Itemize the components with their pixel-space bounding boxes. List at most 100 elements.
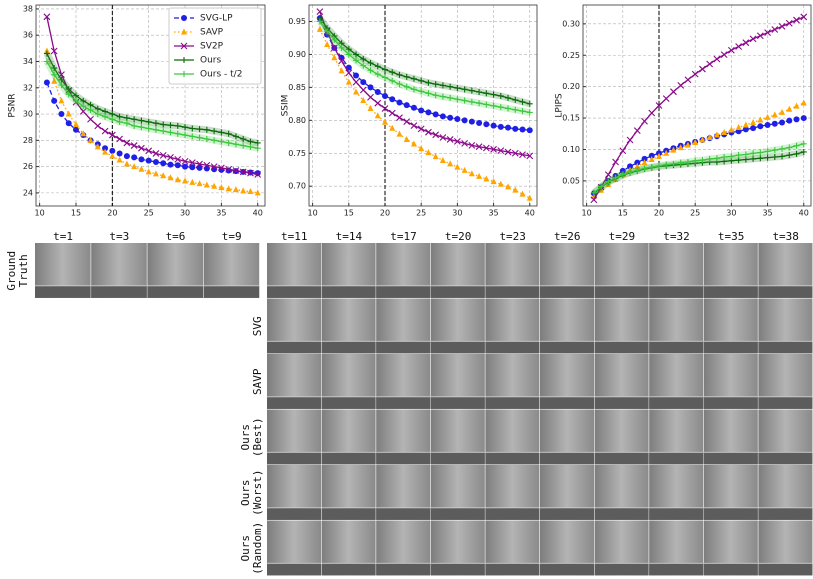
row-label: Ours(Worst) <box>239 470 264 516</box>
marker <box>432 131 440 139</box>
marker <box>58 111 65 118</box>
marker <box>648 152 655 159</box>
marker <box>519 151 526 158</box>
marker <box>102 145 109 152</box>
marker <box>196 134 203 141</box>
frame-floor <box>758 341 813 354</box>
marker <box>793 16 800 24</box>
frame-floor <box>540 563 594 576</box>
x-tick-label: 10 <box>582 209 592 218</box>
plot-frame <box>582 4 812 207</box>
marker <box>519 126 526 133</box>
marker <box>713 131 720 138</box>
marker <box>604 171 612 178</box>
marker <box>338 57 345 65</box>
marker <box>482 144 490 152</box>
marker <box>505 105 512 112</box>
x-tick-label: 15 <box>71 209 81 218</box>
x-tick-label: 30 <box>180 209 190 218</box>
frame-floor <box>485 452 540 465</box>
frame-floor <box>540 507 594 520</box>
marker <box>490 102 497 109</box>
marker <box>757 149 764 156</box>
column-label: t=6 <box>166 230 186 243</box>
frame-floor <box>594 396 649 409</box>
marker <box>432 81 439 88</box>
frame-floor <box>703 285 758 298</box>
marker <box>174 176 181 183</box>
marker <box>677 144 684 151</box>
marker <box>692 157 699 164</box>
marker <box>641 165 648 172</box>
marker <box>367 84 374 91</box>
row-label: SVG <box>251 316 264 336</box>
marker <box>232 133 239 140</box>
x-tick-label: 10 <box>308 209 318 218</box>
frame-floor <box>758 396 813 409</box>
frame-floor <box>321 563 376 576</box>
marker <box>461 86 468 93</box>
y-tick-label: 34 <box>23 57 33 66</box>
marker <box>483 121 490 128</box>
marker <box>374 99 382 107</box>
frame-floor <box>703 452 758 465</box>
marker <box>771 147 778 154</box>
marker <box>490 178 497 185</box>
marker <box>367 104 374 111</box>
frame-floor <box>594 507 649 520</box>
marker <box>612 174 619 181</box>
marker <box>247 169 254 177</box>
y-tick-label: 0.90 <box>288 50 306 59</box>
y-tick-label: 0.85 <box>288 83 306 92</box>
frame-floor <box>594 341 649 354</box>
marker <box>764 121 771 128</box>
x-tick-label: 15 <box>344 209 354 218</box>
marker <box>793 150 800 157</box>
frame-floor <box>649 396 704 409</box>
marker <box>418 107 425 114</box>
marker <box>330 44 338 52</box>
marker <box>374 112 381 119</box>
marker <box>786 144 793 151</box>
marker <box>43 13 51 21</box>
marker <box>94 111 101 118</box>
marker <box>670 88 677 96</box>
frame-floor <box>267 285 321 298</box>
x-tick-label: 20 <box>380 209 390 218</box>
marker <box>247 143 254 150</box>
marker <box>87 115 94 123</box>
frame-floor <box>649 563 704 576</box>
marker <box>418 145 425 152</box>
marker <box>662 95 670 102</box>
column-label: t=14 <box>336 230 363 243</box>
marker <box>706 155 713 162</box>
marker <box>218 129 225 136</box>
marker <box>232 141 239 148</box>
marker <box>58 97 65 104</box>
marker <box>79 108 87 115</box>
marker <box>51 77 58 84</box>
marker <box>800 148 807 155</box>
marker <box>483 90 490 97</box>
marker <box>360 56 367 63</box>
frame-floor <box>758 285 813 298</box>
frame-floor <box>321 285 376 298</box>
marker <box>80 97 87 104</box>
frame-floor <box>267 396 321 409</box>
marker <box>218 138 225 145</box>
marker <box>670 160 677 167</box>
marker <box>468 118 475 125</box>
marker <box>800 115 807 122</box>
marker <box>381 105 389 112</box>
frame-floor <box>758 452 813 465</box>
marker <box>109 111 116 118</box>
y-tick-label: 26 <box>23 162 33 171</box>
marker <box>182 132 189 139</box>
frame-floor <box>594 452 649 465</box>
marker <box>483 175 490 182</box>
marker <box>189 133 196 140</box>
column-label: t=38 <box>772 230 799 243</box>
marker <box>345 51 352 58</box>
plot-frame <box>308 4 538 207</box>
frame-floor <box>321 452 376 465</box>
